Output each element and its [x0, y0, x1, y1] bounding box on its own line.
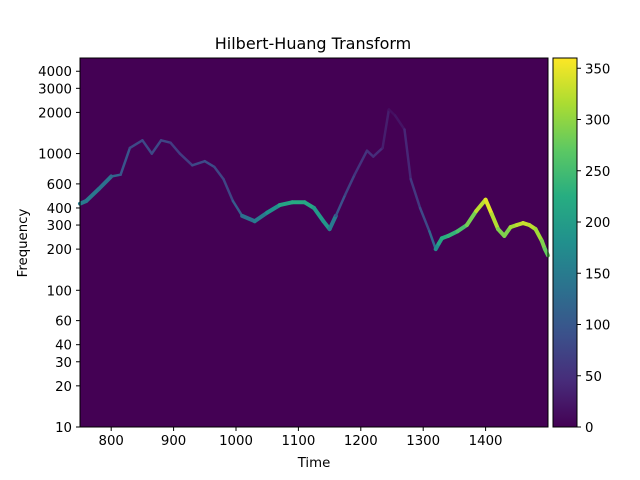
ridge-segment — [159, 139, 172, 144]
x-axis-label: Time — [297, 456, 331, 471]
colorbar-tick-label: 50 — [585, 370, 602, 385]
ridge-segment — [252, 210, 270, 224]
ridge-segment — [84, 187, 101, 203]
ridge-segment — [372, 146, 384, 158]
colorbar-tick-label: 350 — [585, 62, 610, 77]
ridge-segment — [474, 197, 488, 213]
plot-frame — [79, 57, 549, 428]
ridge-segment — [141, 139, 154, 155]
colorbar — [552, 57, 578, 428]
ridge-segment — [327, 213, 338, 232]
ridge-segment — [393, 114, 406, 131]
y-tick-label: 10 — [55, 421, 72, 436]
ridge-segment — [265, 203, 282, 215]
x-tick-label: 1400 — [469, 434, 503, 449]
ridge-segment — [403, 128, 412, 181]
ridge-segment — [464, 209, 479, 227]
x-tick-label: 1000 — [219, 434, 253, 449]
ridge-segment — [365, 149, 375, 158]
ridge-segment — [489, 212, 501, 232]
colorbar-axis: 0 50 100 150 200 250 300 350 — [577, 62, 610, 436]
ridge-segment — [381, 108, 391, 150]
y-tick-label: 100 — [47, 284, 72, 299]
ridge-segment — [231, 199, 244, 218]
y-axis: 10 20 30 40 60 100 200 300 400 600 1000 2000 3000 400… — [38, 65, 80, 436]
x-tick-label: 800 — [99, 434, 124, 449]
colorbar-tick-label: 200 — [585, 216, 610, 231]
y-tick-label: 1000 — [38, 148, 72, 163]
y-tick-label: 30 — [55, 356, 72, 371]
frequency-ridge — [78, 108, 550, 258]
ridge-segment — [222, 177, 235, 203]
y-tick-label: 600 — [47, 178, 72, 193]
colorbar-tick-label: 100 — [585, 319, 610, 334]
y-tick-label: 300 — [47, 219, 72, 234]
x-tick-label: 1200 — [344, 434, 378, 449]
ridge-segment — [533, 227, 544, 243]
y-tick-label: 40 — [55, 339, 72, 354]
x-tick-label: 900 — [161, 434, 186, 449]
y-tick-label: 200 — [47, 243, 72, 258]
y-tick-label: 3000 — [38, 82, 72, 97]
ridge-segment — [240, 213, 257, 224]
x-tick-label: 1300 — [406, 434, 440, 449]
ridge-segment — [312, 206, 326, 224]
ridge-segment — [150, 139, 163, 155]
ridge-segment — [428, 230, 437, 251]
ridge-segment — [418, 206, 431, 233]
y-axis-label: Frequency — [16, 209, 31, 278]
ridge-segment — [109, 173, 122, 178]
ridge-segment — [169, 141, 182, 155]
y-tick-label: 20 — [55, 380, 72, 395]
ridge-segment — [483, 197, 494, 217]
ridge-segment — [191, 159, 207, 167]
plot-area — [80, 58, 548, 427]
ridge-segment — [542, 247, 550, 258]
ridge-segment — [119, 146, 132, 176]
ridge-segment — [178, 152, 194, 167]
colorbar-tick-label: 300 — [585, 114, 610, 129]
x-tick-label: 1100 — [281, 434, 315, 449]
ridge-segment — [96, 174, 114, 192]
ridge-segment — [387, 108, 397, 117]
ridge-segment — [277, 200, 295, 208]
colorbar-tick-label: 0 — [585, 421, 593, 436]
y-tick-label: 400 — [47, 202, 72, 217]
colorbar-tick-label: 250 — [585, 165, 610, 180]
chart-title: Hilbert-Huang Transform — [215, 34, 412, 53]
x-axis: 800 900 1000 1100 1200 1300 1400 — [99, 427, 503, 449]
ridge-segment — [334, 193, 347, 218]
y-tick-label: 2000 — [38, 106, 72, 121]
ridge-segment — [212, 165, 225, 181]
colorbar-tick-label: 150 — [585, 267, 610, 282]
y-tick-label: 60 — [55, 315, 72, 330]
ridge-segment — [203, 159, 216, 169]
ridge-segment — [343, 173, 356, 196]
ridge-segment — [409, 177, 422, 210]
ridge-segment — [353, 149, 369, 176]
ridge-segment — [128, 139, 144, 150]
y-tick-label: 4000 — [38, 65, 72, 80]
